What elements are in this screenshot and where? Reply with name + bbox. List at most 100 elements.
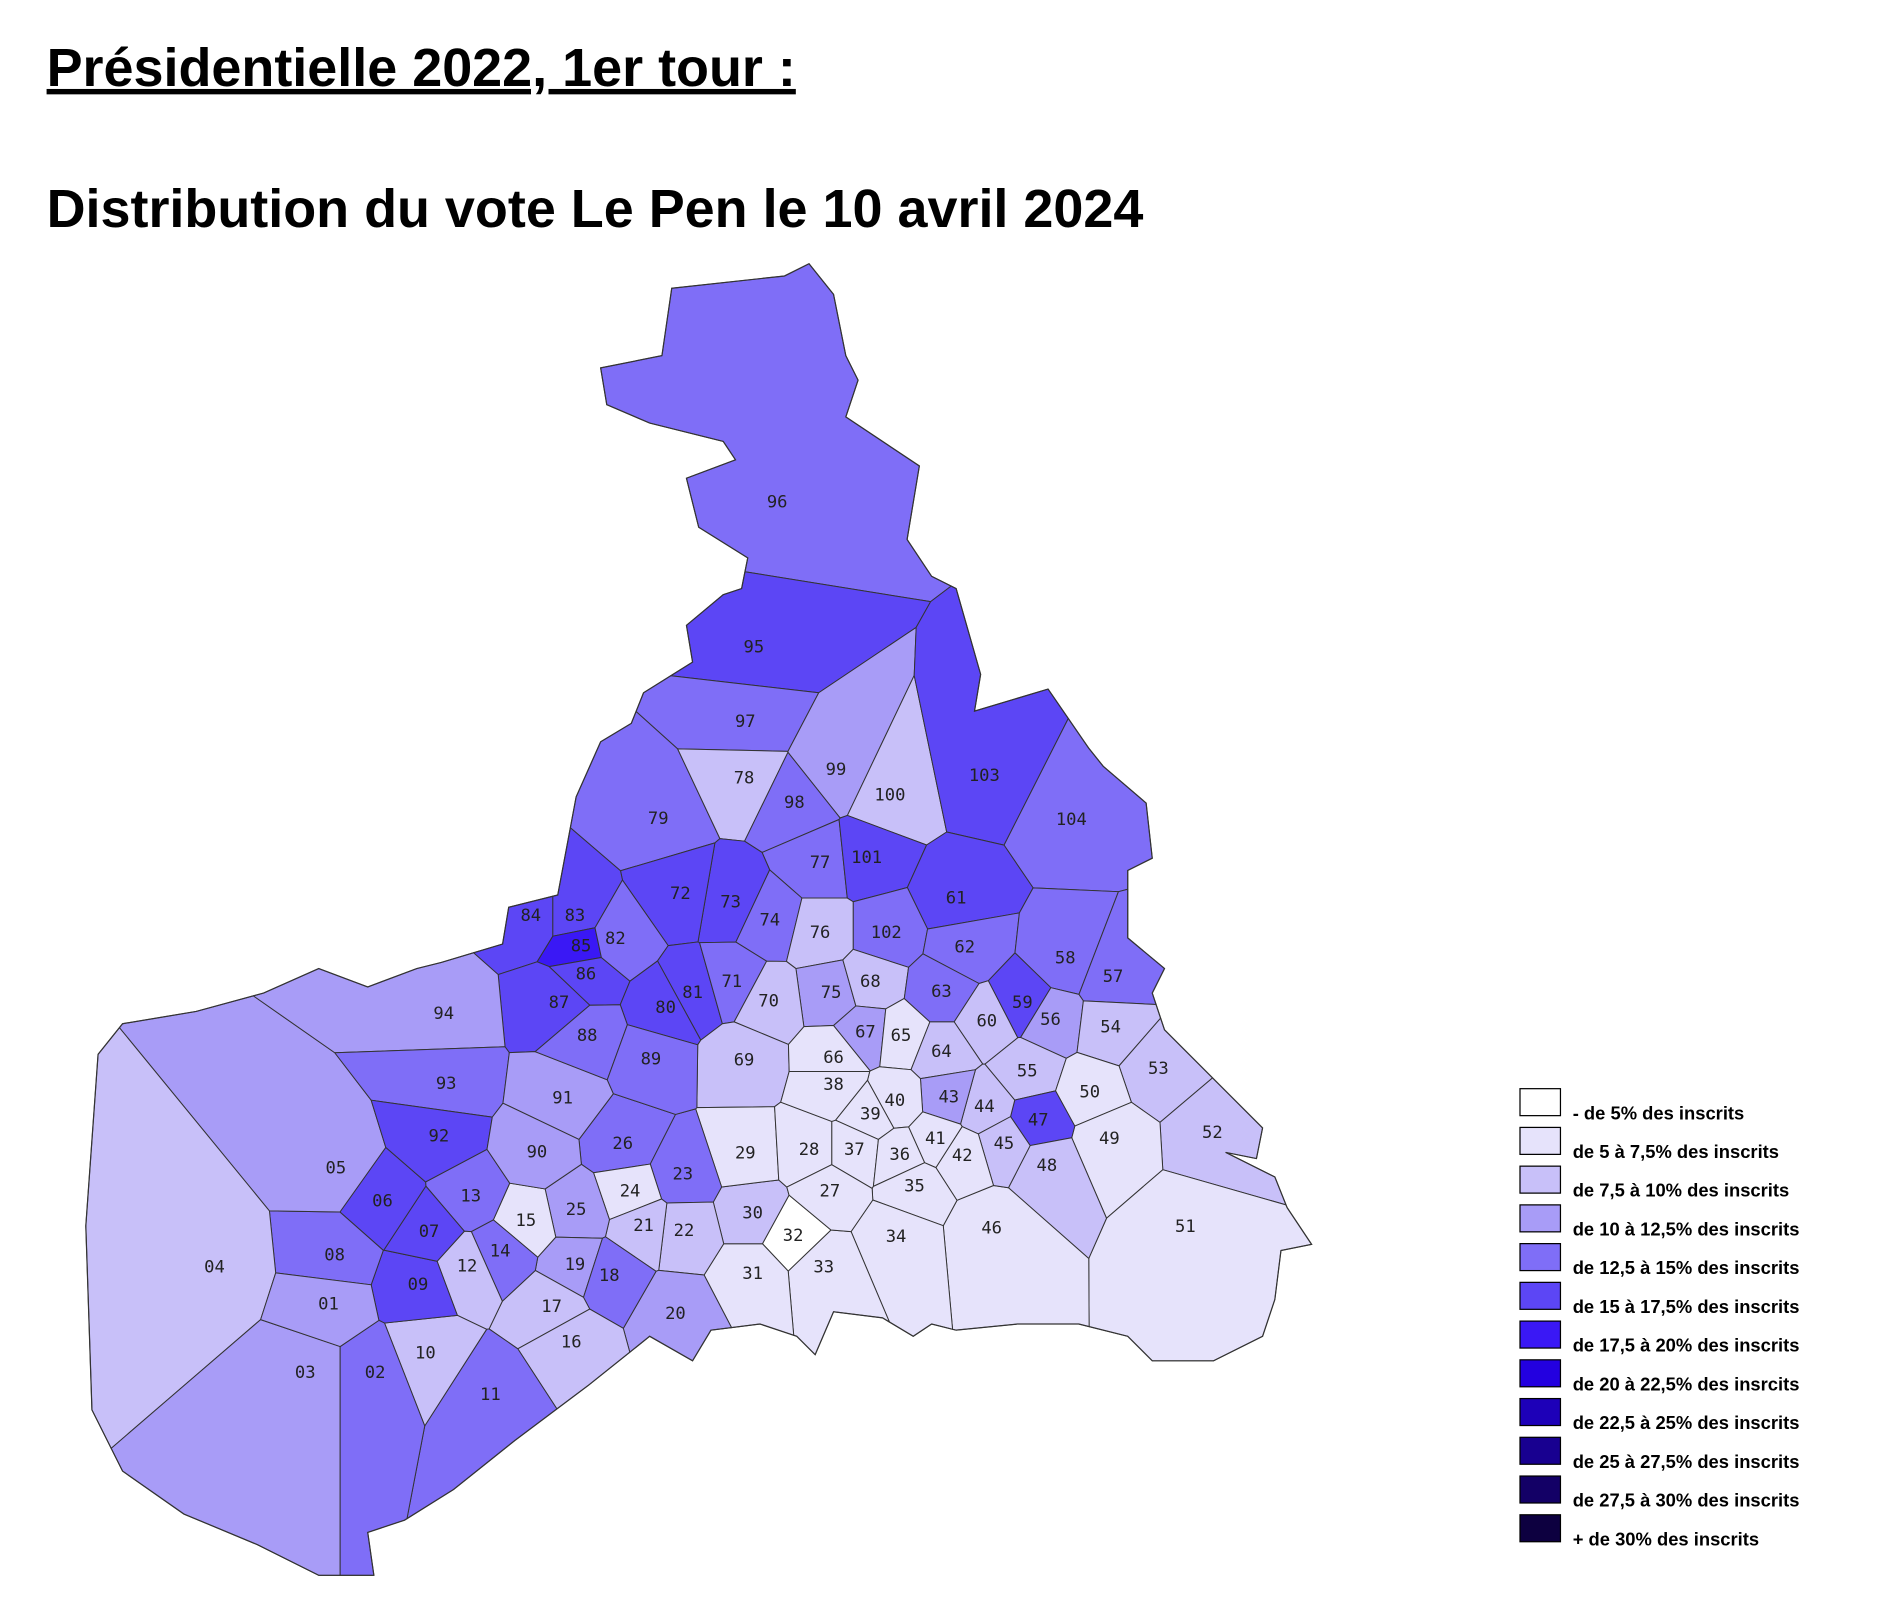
region-label: 45 (994, 1134, 1015, 1154)
region-label: 55 (1017, 1062, 1038, 1082)
legend-swatch (1519, 1126, 1562, 1155)
region-label: 76 (810, 923, 831, 943)
region-label: 91 (552, 1088, 573, 1108)
region-label: 40 (885, 1091, 906, 1111)
legend-label: de 20 à 22,5% des insrcits (1573, 1373, 1800, 1394)
region-label: 95 (744, 637, 765, 657)
region-label: 26 (612, 1134, 633, 1154)
region-label: 16 (561, 1332, 582, 1352)
legend-swatch (1519, 1514, 1562, 1543)
region-label: 52 (1202, 1123, 1223, 1143)
region-label: 17 (541, 1297, 562, 1317)
legend-label: de 27,5 à 30% des inscrits (1573, 1490, 1800, 1511)
region-label: 53 (1148, 1059, 1169, 1079)
region-label: 98 (784, 793, 805, 813)
region (872, 1126, 926, 1187)
region-label: 35 (904, 1177, 925, 1197)
legend-swatch (1519, 1320, 1562, 1349)
region-label: 99 (826, 760, 847, 780)
region-label: 38 (823, 1075, 844, 1095)
region-label: 08 (324, 1245, 345, 1265)
region (600, 263, 952, 603)
region-label: 74 (759, 911, 780, 931)
region-label: 102 (871, 923, 902, 943)
legend-label: de 25 à 27,5% des inscrits (1573, 1451, 1800, 1472)
region-label: 25 (566, 1200, 587, 1220)
region-label: 50 (1079, 1082, 1100, 1102)
regions (85, 262, 1313, 1576)
region-label: 61 (946, 889, 967, 909)
region-label: 51 (1175, 1217, 1196, 1237)
region-label: 19 (565, 1255, 586, 1275)
region-label: 70 (758, 992, 779, 1012)
region-label: 24 (620, 1182, 641, 1202)
region-label: 03 (295, 1363, 316, 1383)
legend-swatch (1519, 1165, 1562, 1194)
region-label: 93 (436, 1074, 457, 1094)
legend-swatch (1519, 1397, 1562, 1427)
region (780, 1071, 871, 1122)
region (786, 1164, 874, 1233)
region-label: 43 (938, 1087, 959, 1107)
region-label: 49 (1099, 1129, 1120, 1149)
region-label: 85 (571, 936, 592, 956)
region-label: 79 (648, 809, 669, 829)
region-label: 12 (457, 1256, 478, 1276)
region-label: 71 (721, 972, 742, 992)
region-label: 54 (1100, 1017, 1121, 1037)
region-label: 44 (974, 1097, 995, 1117)
region-label: 88 (577, 1026, 598, 1046)
region-label: 58 (1055, 949, 1076, 969)
legend-label: de 15 à 17,5% des inscrits (1573, 1296, 1800, 1317)
region-label: 06 (372, 1191, 393, 1211)
region-label: 69 (734, 1050, 755, 1070)
region-label: 59 (1012, 993, 1033, 1013)
region-label: 89 (641, 1049, 662, 1069)
legend-swatch (1519, 1359, 1562, 1388)
region-label: 94 (433, 1004, 454, 1024)
region-label: 33 (813, 1258, 834, 1278)
region-label: 101 (851, 848, 882, 868)
region-label: 37 (844, 1140, 865, 1160)
legend-swatch (1519, 1436, 1562, 1465)
region-label: 48 (1037, 1156, 1058, 1176)
region-label: 05 (326, 1158, 347, 1178)
region-label: 31 (742, 1264, 763, 1284)
region (486, 1102, 582, 1190)
region (606, 1024, 699, 1115)
region-label: 86 (576, 965, 597, 985)
region-label: 46 (981, 1218, 1002, 1238)
region-label: 67 (855, 1022, 876, 1042)
region-label: 87 (549, 993, 570, 1013)
region (977, 1116, 1031, 1189)
legend: - de 5% des inscrits de 5 à 7,5% des insc… (1519, 1088, 1800, 1549)
region-label: 104 (1056, 810, 1087, 830)
legend-label: - de 5% des inscrits (1573, 1102, 1745, 1123)
region-label: 02 (365, 1363, 386, 1383)
legend-label: de 5 à 7,5% des inscrits (1573, 1141, 1779, 1162)
region-label: 11 (480, 1385, 501, 1405)
territory-outline (85, 262, 1313, 1576)
region-label: 30 (742, 1204, 763, 1224)
region-label: 18 (599, 1266, 620, 1286)
region-label: 39 (860, 1104, 881, 1124)
region-label: 04 (204, 1258, 225, 1278)
region-label: 72 (670, 884, 691, 904)
region-label: 66 (823, 1048, 844, 1068)
region-label: 84 (520, 906, 541, 926)
region-label: 100 (874, 786, 905, 806)
region-label: 10 (415, 1343, 436, 1363)
legend-label: de 12,5 à 15% des inscrits (1573, 1257, 1800, 1278)
region-label: 20 (665, 1304, 686, 1324)
region (534, 1004, 628, 1081)
subtitle: Distribution du vote Le Pen le 10 avril … (47, 179, 1144, 239)
region (260, 1272, 380, 1348)
region-label: 65 (891, 1026, 912, 1046)
region-label: 103 (969, 766, 1000, 786)
region-label: 42 (952, 1146, 973, 1166)
legend-label: de 17,5 à 20% des inscrits (1573, 1335, 1800, 1356)
region-label: 64 (931, 1042, 952, 1062)
